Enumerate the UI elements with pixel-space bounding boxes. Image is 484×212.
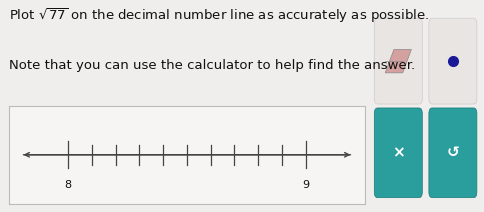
Text: Plot $\sqrt{77}$ on the decimal number line as accurately as possible.: Plot $\sqrt{77}$ on the decimal number l… [9,6,428,25]
FancyBboxPatch shape [428,108,476,198]
Text: Note that you can use the calculator to help find the answer.: Note that you can use the calculator to … [9,59,414,72]
FancyBboxPatch shape [428,18,476,104]
FancyBboxPatch shape [374,108,422,198]
Text: ×: × [391,145,404,160]
Text: 9: 9 [302,180,309,190]
FancyBboxPatch shape [374,18,422,104]
Text: 8: 8 [64,180,72,190]
Text: ↺: ↺ [446,145,458,160]
Polygon shape [384,49,410,73]
